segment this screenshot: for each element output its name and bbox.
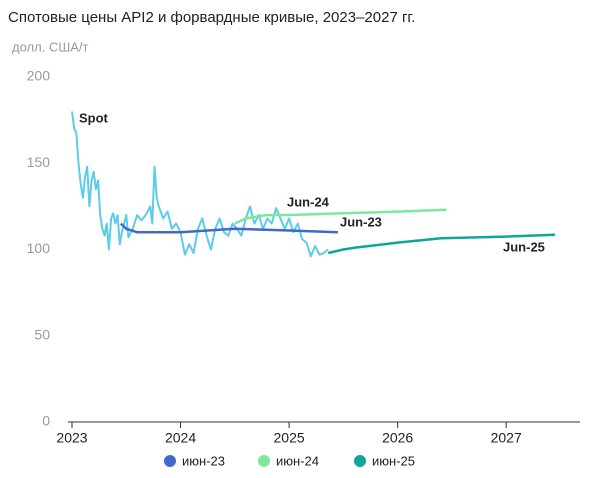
y-tick-label: 50 (34, 326, 50, 342)
annotation: Jun-25 (503, 239, 545, 254)
line (71, 111, 329, 258)
y-tick-label: 150 (27, 154, 51, 170)
y-tick-label: 100 (27, 240, 51, 256)
y-axis-label: долл. США/т (12, 39, 89, 54)
legend-label: июн-24 (276, 453, 319, 468)
annotation: Jun-23 (340, 214, 382, 229)
line (234, 208, 447, 225)
x-tick-label: 2026 (382, 430, 413, 446)
line (327, 233, 556, 255)
x-tick-label: 2027 (491, 430, 522, 446)
legend-marker (258, 455, 270, 467)
annotation: Jun-24 (287, 194, 330, 209)
y-tick-label: 0 (42, 413, 50, 429)
y-tick-label: 200 (27, 68, 51, 84)
annotation: Spot (79, 110, 109, 125)
line (119, 222, 338, 234)
legend-marker (354, 455, 366, 467)
x-tick-label: 2024 (165, 430, 196, 446)
legend-marker (164, 455, 176, 467)
x-tick-label: 2025 (274, 430, 305, 446)
legend-label: июн-23 (182, 453, 225, 468)
chart-title: Спотовые цены API2 и форвардные кривые, … (8, 9, 415, 26)
legend-label: июн-25 (372, 453, 415, 468)
x-tick-label: 2023 (56, 430, 87, 446)
